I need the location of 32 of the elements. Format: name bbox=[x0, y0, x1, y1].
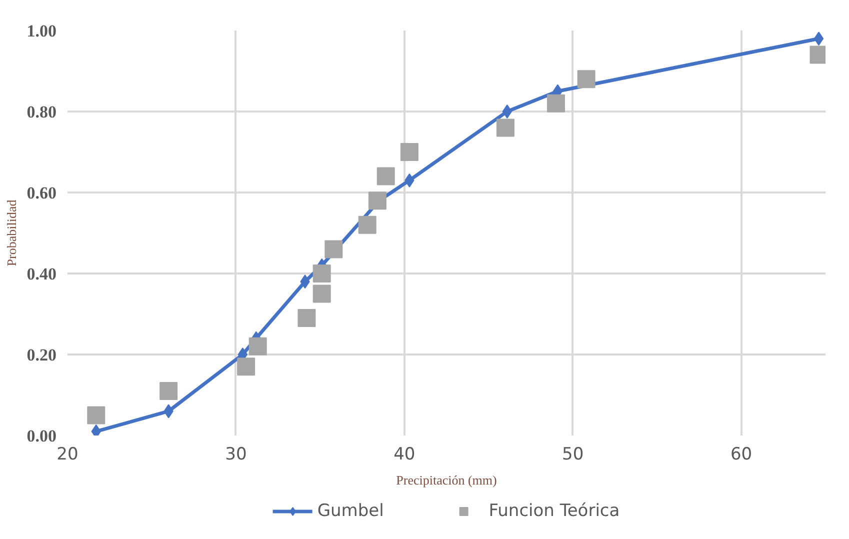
point bbox=[248, 337, 267, 356]
point bbox=[496, 118, 514, 137]
point bbox=[358, 216, 376, 234]
y-tick-label: 0.40 bbox=[26, 264, 56, 284]
point bbox=[546, 94, 565, 112]
x-axis-title: Precipitación (mm) bbox=[396, 472, 497, 488]
point bbox=[577, 70, 596, 88]
point bbox=[814, 32, 824, 46]
x-tick-label: 50 bbox=[562, 444, 584, 464]
point bbox=[502, 104, 512, 118]
point bbox=[312, 284, 331, 303]
x-tick-label: 30 bbox=[225, 444, 247, 464]
point bbox=[237, 358, 256, 376]
point bbox=[298, 309, 316, 328]
x-tick-label: 20 bbox=[56, 444, 78, 464]
point bbox=[160, 382, 178, 400]
point bbox=[87, 406, 106, 424]
point bbox=[376, 167, 395, 186]
point bbox=[368, 192, 386, 210]
y-axis-title: Probabilidad bbox=[4, 199, 19, 266]
legend-label: Funcion Teórica bbox=[488, 501, 620, 521]
y-tick-label: 0.00 bbox=[26, 426, 56, 446]
y-tick-label: 0.60 bbox=[26, 184, 56, 202]
x-tick-label: 40 bbox=[394, 444, 416, 464]
y-tick-label: 1.00 bbox=[26, 22, 56, 40]
y-tick-label: 0.80 bbox=[26, 102, 56, 122]
point bbox=[400, 143, 418, 161]
x-tick-label: 60 bbox=[730, 444, 752, 464]
y-tick-label: 0.20 bbox=[26, 346, 56, 364]
point bbox=[312, 264, 331, 282]
legend-label: Gumbel bbox=[317, 501, 384, 521]
point bbox=[324, 240, 343, 258]
